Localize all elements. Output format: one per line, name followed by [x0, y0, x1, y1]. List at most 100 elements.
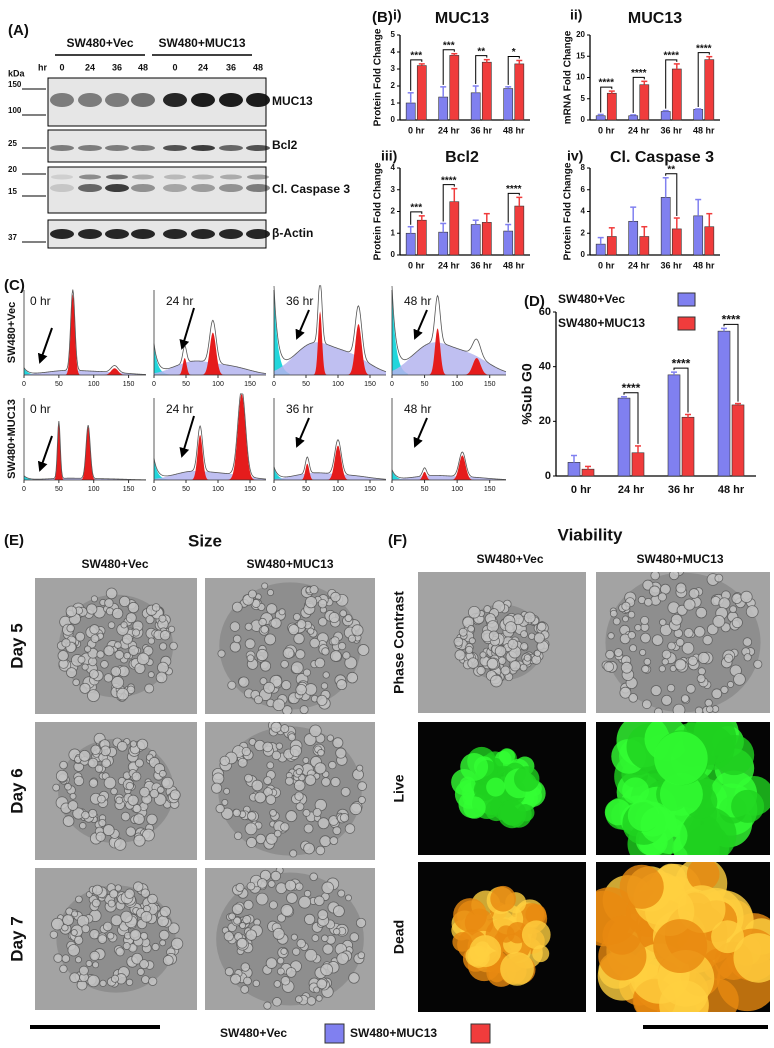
significance-label: **: [667, 164, 675, 175]
cell: [280, 724, 290, 734]
x-tick-label: 48 hr: [503, 260, 525, 270]
cell: [117, 741, 128, 752]
flow-row-label: SW480+MUC13: [6, 399, 18, 479]
cell: [280, 822, 290, 832]
x-tick-label: 0 hr: [571, 484, 592, 496]
bar: [660, 111, 671, 121]
micrograph: [596, 722, 770, 855]
group-label: SW480+Vec: [66, 36, 133, 50]
cell: [136, 652, 150, 666]
cell: [675, 582, 687, 594]
cell: [233, 916, 242, 925]
cell: [332, 905, 345, 918]
cell: [69, 972, 80, 983]
cell: [147, 637, 156, 645]
cell: [265, 957, 278, 969]
cell: [272, 698, 286, 712]
cell: [490, 674, 503, 688]
cell: [270, 617, 282, 629]
legend-label: SW480+MUC13: [558, 316, 645, 330]
cell: [509, 660, 521, 672]
chart-title: Cl. Caspase 3: [610, 149, 714, 166]
cell: [233, 831, 243, 841]
significance-bracket: [673, 367, 689, 413]
bar: [470, 224, 481, 256]
cell: [321, 881, 334, 894]
error-bar: [418, 63, 425, 66]
significance-bracket: [723, 323, 739, 402]
bar: [693, 215, 704, 256]
panel-label: (A): [8, 22, 29, 39]
x-tick-label: 36 hr: [660, 260, 682, 270]
cell: [260, 660, 272, 672]
cells: [217, 582, 370, 714]
cell: [675, 638, 685, 647]
significance-label: ***: [443, 40, 455, 51]
chart-label: (D): [524, 293, 545, 310]
mw-marker: 100: [8, 106, 22, 115]
cell: [672, 703, 686, 713]
x-tick-label: 24 hr: [628, 260, 650, 270]
stain-blob: [602, 915, 642, 955]
error-bar: [706, 55, 713, 60]
column-label: SW480+MUC13: [246, 557, 333, 571]
cell: [627, 610, 636, 619]
stain-blob: [733, 933, 770, 983]
cell: [745, 605, 759, 618]
stain-blob: [525, 904, 547, 925]
blot-band: [163, 93, 187, 107]
error-bar: [630, 206, 637, 222]
cell: [714, 573, 724, 583]
cell: [742, 637, 753, 647]
cell: [123, 652, 131, 660]
blot-band: [247, 174, 269, 180]
bar: [438, 96, 449, 121]
cell: [659, 618, 667, 627]
blot-band: [78, 145, 102, 151]
cell: [257, 878, 268, 889]
cell: [753, 659, 763, 669]
cell: [66, 624, 75, 633]
blot-band: [219, 145, 243, 151]
x-tick-label: 0: [272, 381, 276, 388]
cell: [110, 666, 122, 677]
y-tick-label: 1: [391, 228, 396, 237]
cell: [98, 818, 107, 827]
y-tick-label: 20: [576, 30, 585, 39]
bar: [704, 59, 715, 121]
cell: [344, 614, 353, 622]
cell: [322, 671, 330, 679]
x-tick-label: 0: [390, 381, 394, 388]
error-bar: [721, 327, 727, 332]
time-label: 48 hr: [404, 294, 431, 308]
cell: [134, 758, 144, 768]
cell: [500, 665, 511, 676]
error-bar: [662, 109, 669, 112]
cell: [621, 601, 631, 611]
cell: [109, 889, 119, 899]
panel-label: (F): [388, 532, 407, 549]
y-tick-label: 60: [539, 306, 551, 318]
cell: [337, 641, 347, 651]
cell: [265, 832, 278, 845]
column-label: SW480+Vec: [476, 552, 543, 566]
purple-envelope: [274, 472, 386, 480]
legend-swatch: [470, 1023, 491, 1044]
error-bar: [673, 217, 680, 229]
significance-bracket: [507, 56, 520, 85]
cell: [295, 995, 303, 1004]
cell: [346, 671, 358, 684]
cell: [74, 956, 82, 964]
cell: [145, 615, 155, 625]
x-tick-label: 0 hr: [598, 125, 615, 135]
cell: [142, 828, 155, 842]
cell: [162, 955, 174, 966]
red-peak: [154, 393, 266, 480]
x-tick-label: 0 hr: [408, 125, 425, 135]
cell: [111, 676, 125, 689]
cell: [312, 807, 322, 817]
cell: [105, 587, 118, 600]
cell: [731, 593, 743, 604]
cell: [94, 764, 104, 773]
